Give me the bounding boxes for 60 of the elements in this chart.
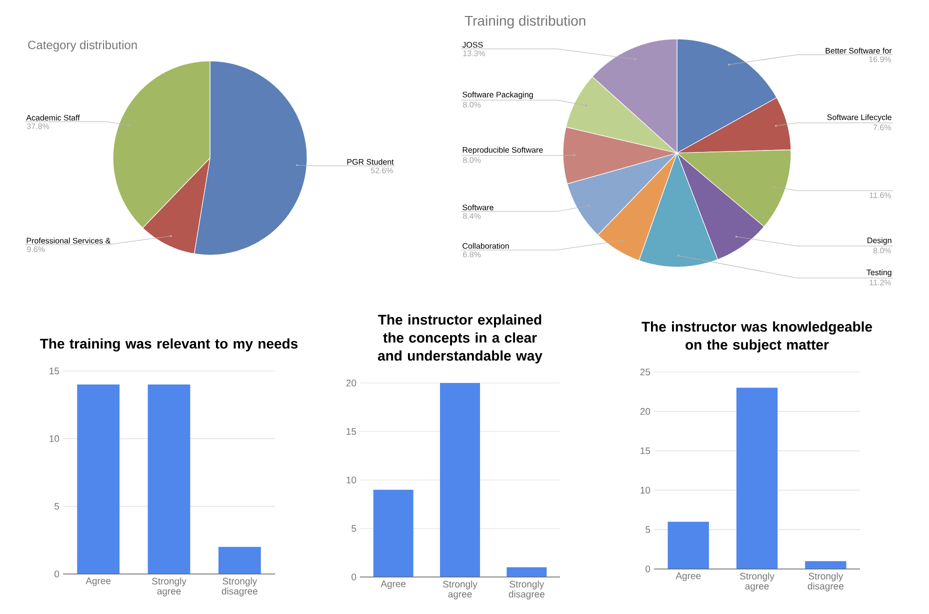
slice-label: Reproducible Software	[462, 146, 543, 154]
x-tick-label: Agree	[380, 580, 406, 590]
y-tick-label: 0	[646, 566, 650, 572]
y-tick-label: 10	[50, 435, 60, 442]
data-label: 8.0%	[873, 248, 892, 254]
y-tick-label: 5	[352, 525, 356, 532]
chart-title: The instructor explained the concepts in a clear and understandable way	[378, 314, 542, 364]
y-tick-label: 15	[346, 428, 356, 435]
y-tick-label: 5	[54, 503, 60, 510]
y-tick-label: 0	[352, 574, 356, 580]
data-label: 8.0%	[463, 157, 481, 163]
slice-label: Design	[868, 237, 892, 245]
chart-title: The instructor was knowledgeable on the subject matter	[642, 321, 872, 352]
y-tick-label: 5	[646, 526, 650, 533]
bar	[736, 388, 778, 569]
slice-label: PGR Student	[347, 158, 394, 165]
data-label: 8.0%	[463, 102, 481, 108]
y-tick-label: 15	[640, 447, 650, 454]
y-tick-label: 0	[54, 570, 60, 578]
x-tick-label: Strongly disagree	[222, 578, 258, 596]
slice-label: Collaboration	[462, 242, 509, 249]
x-tick-label: Strongly agree	[152, 578, 186, 596]
y-tick-label: 20	[640, 408, 650, 415]
data-label: 11.6%	[870, 192, 892, 198]
bar	[440, 383, 480, 577]
x-tick-label: Agree	[676, 572, 701, 582]
data-label: 37.8%	[26, 123, 50, 130]
x-tick-label: Strongly agree	[740, 572, 774, 592]
slice-label: Testing	[866, 269, 892, 277]
data-label: 16.9%	[869, 56, 892, 62]
chart-title: The training was relevant to my needs	[40, 338, 298, 352]
x-tick-label: Agree	[86, 578, 111, 586]
y-tick-label: 10	[346, 476, 356, 484]
bar	[373, 490, 414, 577]
data-label: 11.2%	[870, 280, 892, 286]
y-tick-label: 25	[640, 368, 650, 376]
slice-label: Better Software for	[826, 48, 892, 54]
chart-title: Training distribution	[464, 15, 586, 29]
slice-label: Software	[462, 204, 494, 210]
y-tick-label: 15	[50, 368, 60, 374]
x-tick-label: Strongly disagree	[508, 580, 544, 600]
slice-label: JOSS	[462, 42, 483, 48]
slice-label: Professional Services &	[26, 238, 111, 244]
slice-label: Software Lifecycle	[827, 114, 892, 122]
data-label: 6.8%	[463, 252, 481, 258]
x-tick-label: Strongly agree	[443, 580, 478, 600]
bar	[668, 522, 709, 569]
x-tick-label: Strongly disagree	[808, 572, 844, 592]
slice-label: Software Packaging	[462, 92, 533, 99]
bar	[805, 561, 846, 569]
y-tick-label: 20	[346, 380, 356, 386]
data-label: 7.6%	[873, 124, 892, 130]
data-label: 52.6%	[370, 168, 394, 174]
data-label: 8.4%	[463, 213, 481, 219]
data-label: 13.3%	[463, 50, 486, 56]
bar	[506, 567, 547, 577]
chart-title: Category distribution	[28, 40, 137, 52]
y-tick-label: 10	[640, 486, 650, 494]
slice-label: Academic Staff	[26, 114, 80, 121]
data-label: 9.6%	[27, 246, 45, 252]
